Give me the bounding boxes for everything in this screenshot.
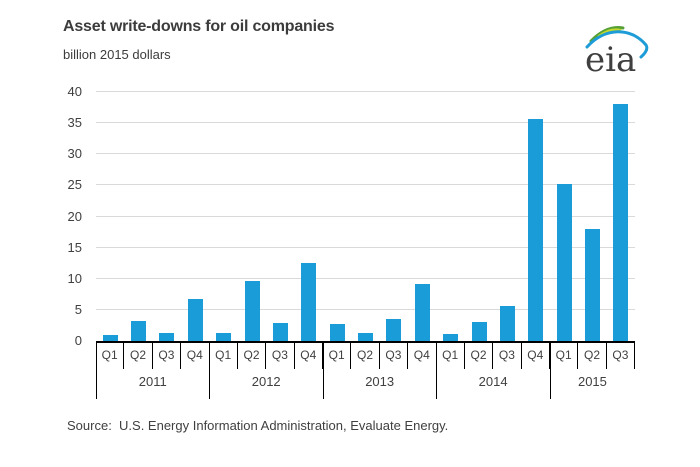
y-tick-label: 30 — [67, 146, 82, 162]
y-tick-label: 0 — [74, 333, 82, 348]
year-label: 2013 — [365, 374, 395, 389]
bar-cell — [266, 92, 294, 341]
quarter-label-row: Q1 Q2 Q3 Q4 Q1 Q2 Q3 Q4 Q1 Q2 Q3 Q4 Q1 Q2 Q3 Q4 Q1 Q2 Q3 — [96, 343, 636, 369]
quarter-label: Q2 — [238, 343, 267, 369]
gridline — [96, 184, 635, 186]
bar-q2-2014 — [471, 322, 487, 341]
bar-q1-2011 — [102, 335, 118, 341]
bar-q3-2013 — [386, 319, 402, 341]
logo-swoosh-blue — [585, 30, 649, 59]
year-label: 2012 — [251, 374, 281, 389]
bar-q3-2014 — [499, 306, 515, 341]
year-separator — [549, 343, 551, 399]
gridline — [96, 153, 635, 155]
bar-cell — [550, 92, 578, 341]
quarter-label: Q4 — [295, 343, 323, 369]
bar-q3-2012 — [272, 322, 288, 341]
quarter-label: Q2 — [351, 343, 380, 369]
bar-cell — [465, 92, 493, 341]
gridline — [96, 277, 635, 279]
y-tick-label: 20 — [67, 208, 82, 224]
bar-cell — [437, 92, 465, 341]
quarter-label: Q1 — [437, 343, 465, 369]
bar-cell — [124, 92, 152, 341]
bar-cell — [238, 92, 266, 341]
bar-cell — [181, 92, 209, 341]
logo-swoosh-green — [589, 26, 625, 43]
y-tick-label: 25 — [67, 177, 82, 193]
year-label: 2011 — [138, 374, 167, 389]
gridline — [96, 91, 635, 92]
bar-cell — [380, 92, 408, 341]
bar-q1-2013 — [329, 324, 345, 341]
chart-title: Asset write-downs for oil companies — [63, 18, 335, 35]
bar-q3-2011 — [159, 332, 175, 341]
y-tick-label: 15 — [67, 239, 82, 255]
quarter-label: Q1 — [210, 343, 238, 369]
bar-cell — [493, 92, 521, 341]
bar-cell — [578, 92, 606, 341]
y-tick-label: 5 — [74, 301, 82, 317]
quarter-label: Q3 — [266, 343, 295, 369]
bar-cell — [607, 92, 635, 341]
bar-q2-2015 — [585, 228, 601, 341]
logo-text: eia — [585, 40, 636, 78]
bar-q3-2015 — [613, 104, 629, 341]
y-axis-labels: 0 5 10 15 20 25 30 35 40 — [30, 0, 82, 467]
bar-cell — [210, 92, 238, 341]
x-axis: Q1 Q2 Q3 Q4 Q1 Q2 Q3 Q4 Q1 Q2 Q3 Q4 Q1 Q2 Q3 Q4 Q1 Q2 Q3 2… — [96, 343, 636, 399]
year-separator — [209, 343, 211, 399]
quarter-label: Q2 — [465, 343, 494, 369]
chart-subtitle: billion 2015 dollars — [63, 47, 171, 62]
quarter-label: Q3 — [380, 343, 409, 369]
year-separator — [96, 343, 97, 399]
quarter-label: Q4 — [408, 343, 437, 369]
bar-cell — [153, 92, 181, 341]
gridline — [96, 215, 635, 217]
bars-container — [96, 92, 635, 341]
quarter-label: Q1 — [96, 343, 125, 369]
bar-q4-2012 — [301, 262, 317, 341]
bar-cell — [351, 92, 379, 341]
bar-q4-2013 — [414, 283, 430, 341]
y-tick-label: 10 — [67, 270, 82, 286]
plot-area — [96, 91, 635, 343]
bar-q2-2013 — [358, 332, 374, 341]
gridline — [96, 308, 635, 310]
bar-q4-2011 — [187, 298, 203, 341]
y-tick-label: 40 — [67, 84, 82, 99]
bar-q4-2014 — [528, 119, 544, 341]
bar-cell — [96, 92, 124, 341]
quarter-label: Q4 — [181, 343, 210, 369]
quarter-label: Q3 — [607, 343, 636, 369]
quarter-label: Q3 — [153, 343, 182, 369]
gridline — [96, 122, 635, 124]
source-line: Source: U.S. Energy Information Administ… — [67, 418, 449, 433]
y-tick-label: 35 — [67, 115, 82, 131]
bar-q2-2012 — [244, 281, 260, 341]
gridline — [96, 246, 635, 248]
year-label: 2014 — [478, 374, 508, 389]
quarter-label: Q3 — [493, 343, 522, 369]
quarter-label: Q2 — [578, 343, 607, 369]
quarter-label: Q1 — [550, 343, 579, 369]
quarter-label: Q2 — [124, 343, 153, 369]
quarter-label: Q1 — [323, 343, 352, 369]
bar-cell — [295, 92, 323, 341]
bar-q1-2014 — [443, 333, 459, 341]
bar-q1-2012 — [216, 332, 232, 341]
year-separator — [436, 343, 438, 399]
quarter-label: Q4 — [522, 343, 550, 369]
year-label: 2015 — [577, 374, 607, 389]
year-label-row: 2011 2012 2013 2014 2015 — [96, 369, 635, 399]
bar-q2-2011 — [131, 321, 147, 341]
bar-cell — [408, 92, 436, 341]
eia-logo: eia — [585, 26, 649, 78]
bar-cell — [323, 92, 351, 341]
bar-cell — [522, 92, 550, 341]
year-separator — [322, 343, 324, 399]
bar-q1-2015 — [556, 184, 572, 341]
